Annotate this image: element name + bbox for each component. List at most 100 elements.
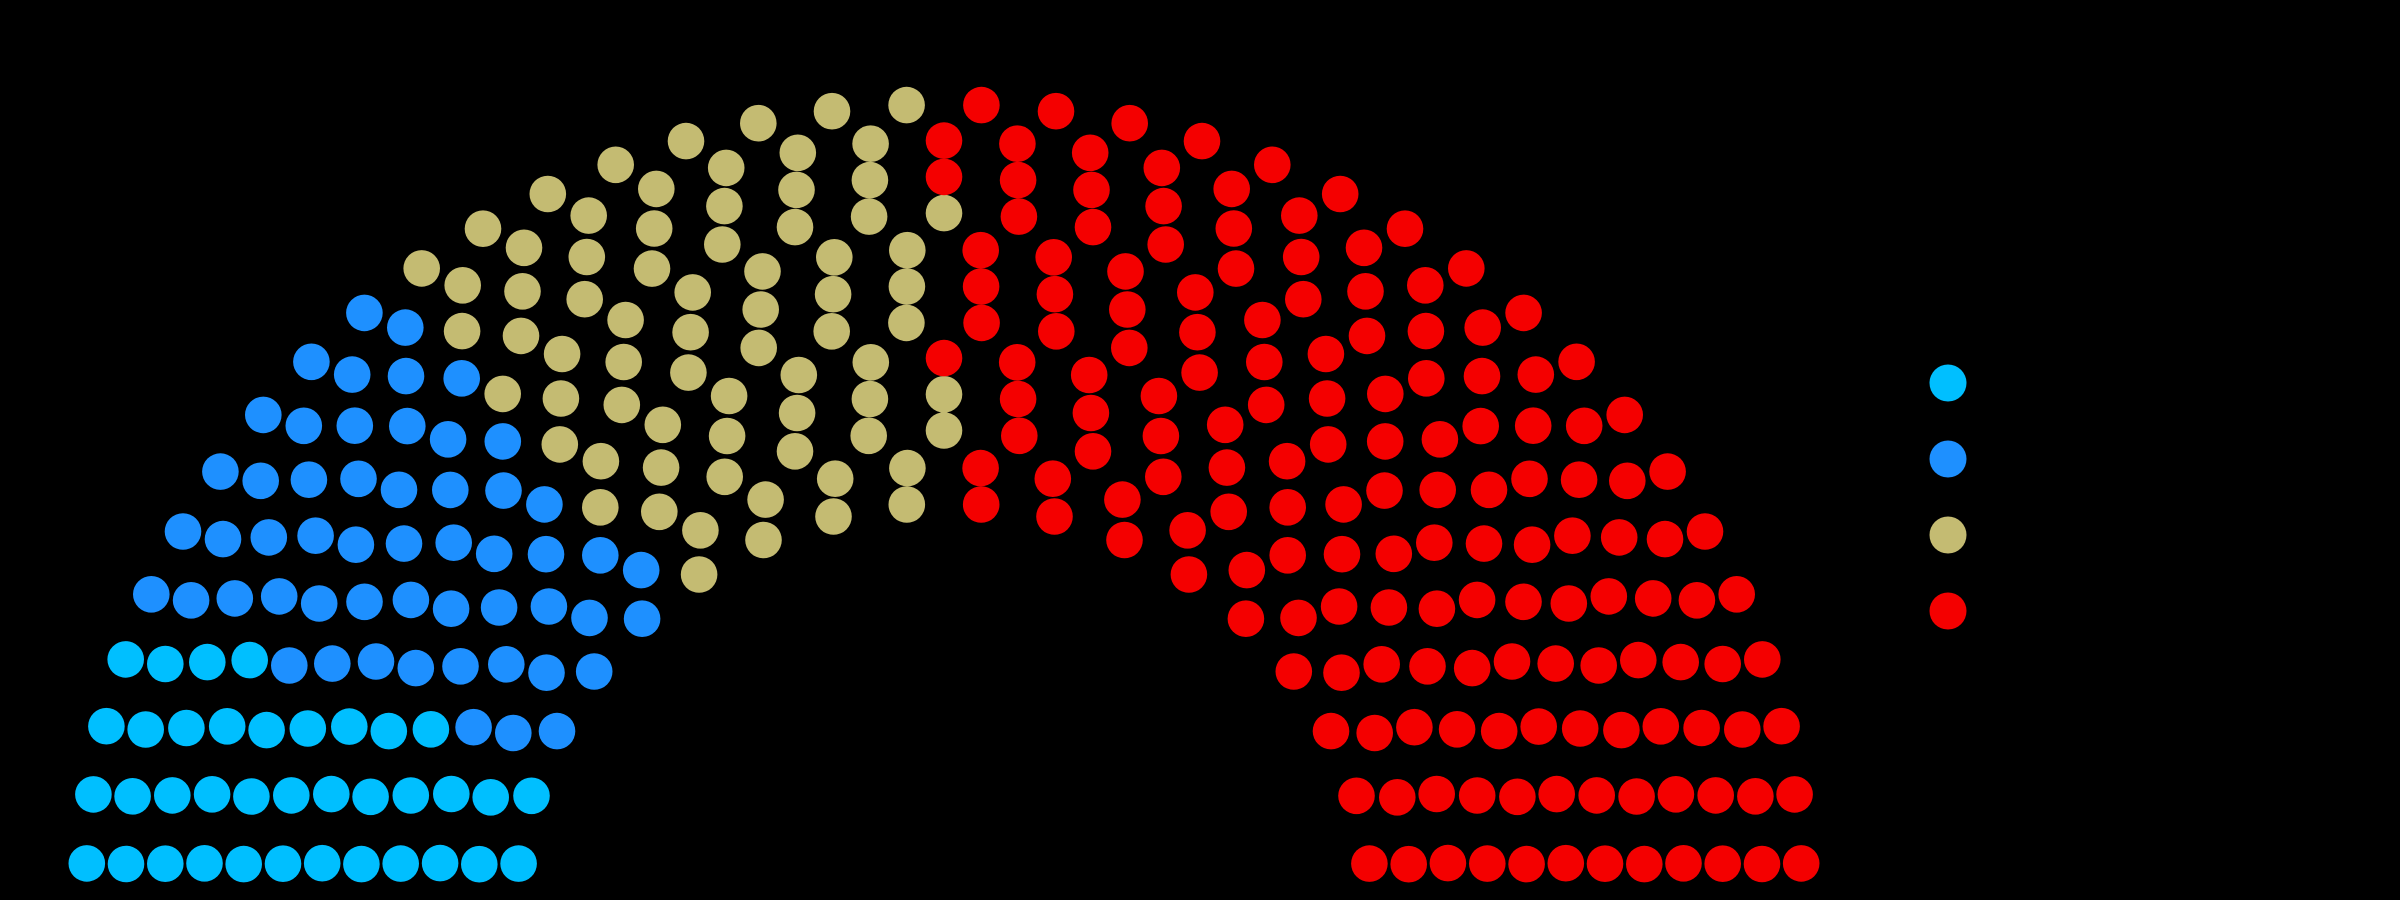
seat-dot xyxy=(638,170,675,208)
seat-dot xyxy=(1438,711,1476,748)
seat-dot xyxy=(1697,777,1734,814)
seat-dot xyxy=(1453,649,1491,687)
seat-dot xyxy=(597,146,634,184)
seat-dot xyxy=(1620,641,1657,679)
seat-dot xyxy=(925,194,963,232)
seat-dot xyxy=(963,86,1000,124)
seat-dot xyxy=(475,535,513,573)
seat-dot xyxy=(925,339,963,377)
seat-dot xyxy=(1072,394,1110,432)
seat-dot xyxy=(607,301,644,339)
seat-dot xyxy=(527,535,565,573)
seat-dot xyxy=(1737,778,1774,815)
seat-dot xyxy=(633,250,671,287)
seat-dot xyxy=(1307,335,1345,373)
seat-dot xyxy=(380,471,418,509)
seat-dot xyxy=(1511,460,1548,498)
seat-dot xyxy=(1603,711,1640,749)
seat-dot xyxy=(999,380,1037,418)
seat-dot xyxy=(392,581,430,619)
seat-dot xyxy=(852,125,889,162)
seat-dot xyxy=(1074,208,1112,246)
seat-dot xyxy=(1147,226,1184,263)
seat-dot xyxy=(1561,710,1599,747)
seat-dot xyxy=(1718,576,1755,613)
seat-dot xyxy=(1215,210,1253,247)
seat-dot xyxy=(242,462,279,500)
seat-dot xyxy=(1590,578,1628,615)
seat-dot xyxy=(1782,845,1820,882)
seat-dot xyxy=(464,210,502,247)
seat-dot xyxy=(385,525,423,562)
seat-dot xyxy=(888,304,925,342)
seat-dot xyxy=(1280,599,1317,637)
seat-dot xyxy=(1206,406,1244,444)
seat-dot xyxy=(1600,519,1638,556)
seat-dot xyxy=(1558,343,1595,381)
seat-dot xyxy=(1282,238,1320,276)
seat-dot xyxy=(1634,580,1672,617)
seat-dot xyxy=(433,775,470,813)
seat-dot xyxy=(1547,844,1585,882)
seat-dot xyxy=(605,343,642,381)
seat-dot xyxy=(1609,462,1646,500)
seat-dot xyxy=(461,845,498,883)
seat-dot xyxy=(370,712,408,750)
seat-dot xyxy=(1379,779,1416,816)
seat-dot xyxy=(1429,844,1467,882)
seat-dot xyxy=(1037,92,1075,130)
seat-dot xyxy=(779,134,817,172)
seat-dot xyxy=(1073,171,1110,209)
seat-dot xyxy=(250,519,288,556)
seat-dot xyxy=(710,377,748,415)
seat-dot xyxy=(998,344,1036,381)
seat-dot xyxy=(708,417,746,455)
seat-dot xyxy=(397,649,435,687)
seat-dot xyxy=(1448,250,1485,287)
seat-dot xyxy=(1309,426,1347,463)
seat-dot xyxy=(670,354,707,391)
seat-dot xyxy=(571,599,608,637)
seat-dot xyxy=(889,449,926,487)
seat-dot xyxy=(780,356,818,394)
seat-dot xyxy=(1657,776,1695,813)
seat-dot xyxy=(1776,776,1813,813)
seat-dot xyxy=(293,343,330,381)
seat-dot xyxy=(635,210,673,247)
seat-dot xyxy=(1580,647,1617,684)
seat-dot xyxy=(314,645,351,682)
seat-dot xyxy=(1554,517,1591,554)
seat-dot xyxy=(1366,423,1404,460)
seat-dot xyxy=(443,312,481,350)
seat-dot xyxy=(526,486,563,523)
seat-dot xyxy=(107,845,145,883)
seat-dot xyxy=(1071,134,1109,172)
seat-dot xyxy=(1111,104,1148,142)
seat-dot xyxy=(1480,712,1518,750)
seat-dot xyxy=(582,442,620,480)
seat-dot xyxy=(1169,512,1206,549)
seat-dot xyxy=(925,158,963,196)
seat-dot xyxy=(1312,712,1350,750)
seat-dot xyxy=(1390,845,1427,883)
seat-dot xyxy=(1586,845,1624,882)
seat-dot xyxy=(1505,294,1542,332)
seat-dot xyxy=(502,317,540,355)
seat-dot xyxy=(485,472,522,509)
seat-dot xyxy=(248,711,285,749)
seat-dot xyxy=(1662,643,1699,681)
seat-dot xyxy=(1246,343,1283,381)
seat-dots-group xyxy=(68,86,1820,883)
seat-dot xyxy=(1275,653,1313,690)
seat-dot xyxy=(850,198,888,235)
seat-dot xyxy=(1678,582,1716,619)
seat-dot xyxy=(1520,708,1557,745)
seat-dot xyxy=(813,92,851,130)
seat-dot xyxy=(204,520,242,558)
seat-dot xyxy=(484,423,522,460)
seat-dot xyxy=(1036,275,1074,313)
seat-dot xyxy=(88,707,125,745)
seat-dot xyxy=(313,775,350,813)
seat-dot xyxy=(421,844,459,882)
